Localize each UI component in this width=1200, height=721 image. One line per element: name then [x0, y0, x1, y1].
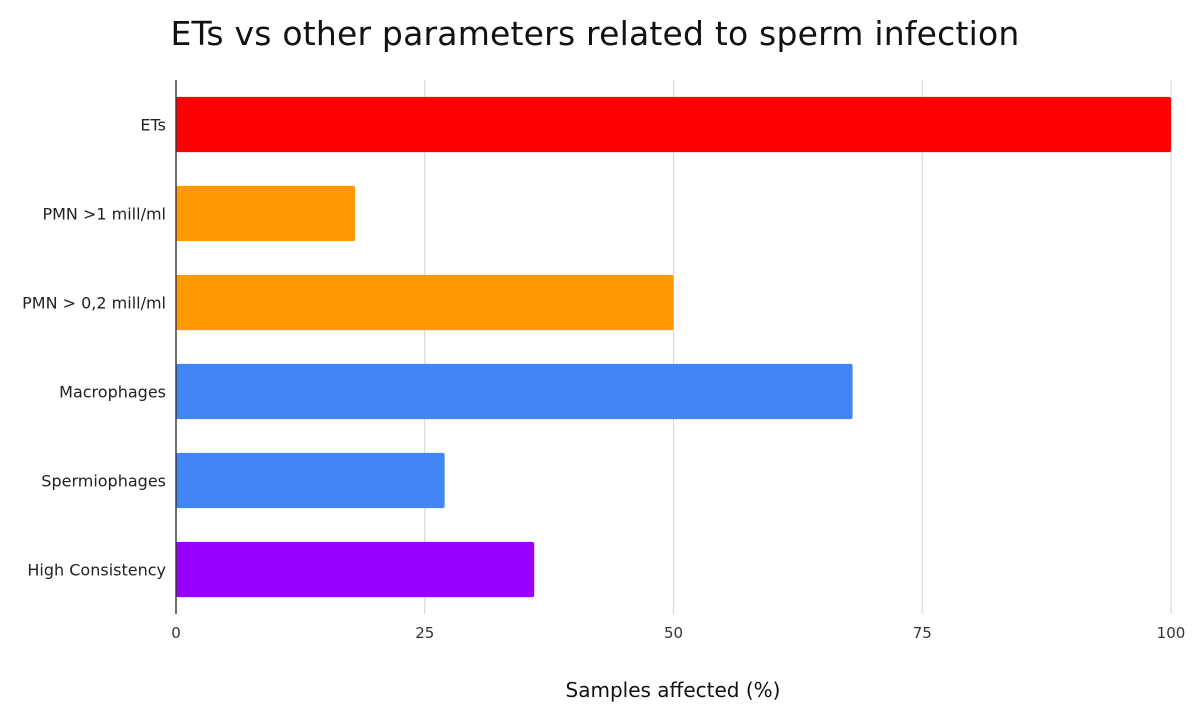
y-tick-label: High Consistency [27, 561, 166, 580]
bar [176, 185, 356, 242]
x-tick-label: 25 [415, 624, 434, 642]
y-tick-label: PMN >1 mill/ml [42, 205, 166, 224]
x-axis-title: Samples affected (%) [565, 678, 781, 702]
bar [176, 274, 674, 331]
y-tick-label: Macrophages [59, 383, 166, 402]
y-tick-label: PMN > 0,2 mill/ml [22, 294, 166, 313]
bar [176, 96, 1171, 153]
y-tick-label: ETs [140, 116, 166, 135]
bar [176, 452, 445, 509]
x-tick-label: 75 [913, 624, 932, 642]
x-tick-label: 50 [664, 624, 683, 642]
x-tick-label: 0 [171, 624, 181, 642]
bar [176, 363, 853, 420]
y-tick-label: Spermiophages [41, 472, 166, 491]
bar [176, 541, 535, 598]
chart-title: ETs vs other parameters related to sperm… [170, 14, 1020, 53]
x-tick-label: 100 [1157, 624, 1186, 642]
